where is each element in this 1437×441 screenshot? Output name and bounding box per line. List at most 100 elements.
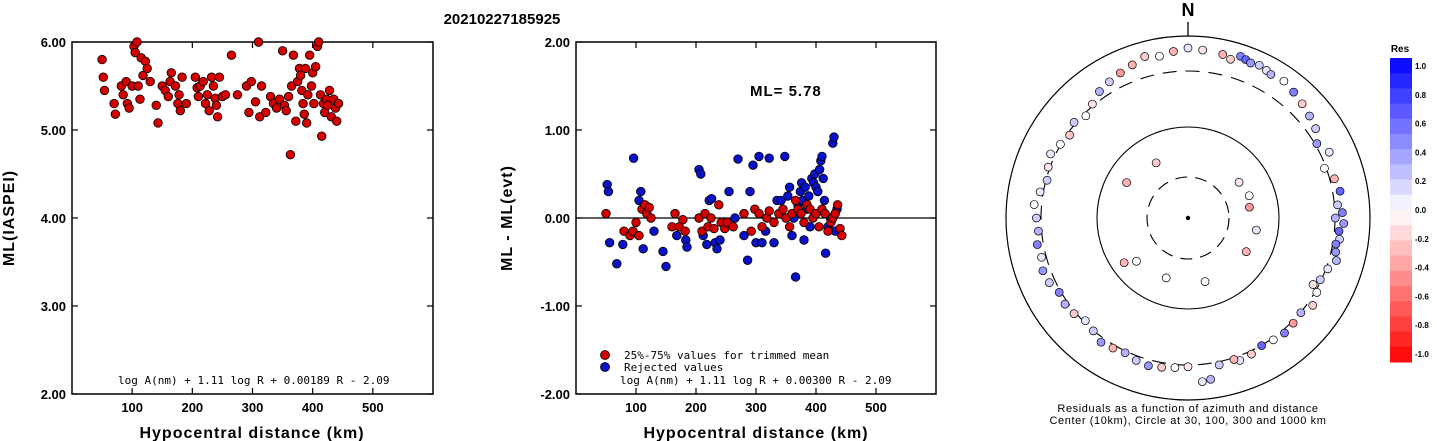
magnitude-point [174,90,184,100]
station-residual-point [1335,186,1345,196]
magnitude-point [283,91,294,102]
station-residual-point [1252,225,1261,235]
rejected-residual-point [757,237,767,248]
ring-1000km [1005,35,1371,401]
colorbar-cell [1390,301,1412,317]
left-x-axis-label: Hypocentral distance (km) [139,425,364,441]
station-residual-point [1198,45,1208,55]
magnitude-point [288,50,299,60]
station-residual-point [1280,328,1289,338]
y-tick-label: 0.00 [545,211,570,226]
magnitude-point [130,47,140,58]
magnitude-point [166,68,176,78]
colorbar-cell [1390,58,1412,74]
magnitude-point [309,98,319,109]
trimmed-residual-point [678,215,688,225]
station-residual-point [1234,177,1244,187]
rejected-residual-point [780,151,790,162]
station-residual-point [1247,349,1256,359]
trimmed-residual-point [714,200,724,210]
trimmed-residual-point [837,230,847,241]
ml-annotation: ML= 5.78 [750,83,822,100]
colorbar-tick-label: -0.8 [1415,321,1429,330]
station-residual-point [1197,377,1207,387]
colorbar-cell [1390,118,1412,135]
y-tick-label: 2.00 [545,35,570,50]
station-residual-point [1312,139,1322,148]
station-residual-point [1161,273,1171,283]
magnitude-point [246,76,256,87]
x-tick-label: 100 [625,400,647,415]
station-residual-point [1337,208,1347,217]
station-residual-point [1144,361,1153,371]
rejected-residual-point [817,151,827,162]
magnitude-point [256,81,267,91]
y-tick-label: 6.00 [41,35,66,50]
station-residual-point [1038,266,1048,276]
colorbar-tick-label: -0.6 [1415,292,1429,301]
station-residual-point [1246,58,1255,68]
station-residual-point [1183,43,1193,53]
trimmed-residual-point [706,213,716,223]
station-residual-point [1065,130,1074,140]
station-residual-point [1132,256,1141,266]
y-tick-label: 4.00 [41,211,66,226]
rejected-residual-point [804,191,814,201]
station-residual-point [1035,187,1045,197]
station-residual-point [1120,348,1130,358]
magnitude-point [98,72,108,82]
x-tick-label: 400 [302,400,324,415]
magnitude-point [301,118,312,128]
station-residual-point [1308,280,1318,289]
station-residual-point [1056,139,1065,149]
figure-title: 20210227185925 [444,11,561,28]
colorbar-tick-label: 0.0 [1415,206,1427,215]
rejected-residual-point [739,230,749,241]
station-residual-point [1069,309,1079,318]
trimmed-residual-point [778,204,788,214]
magnitude-point [291,116,301,126]
magnitude-point [138,70,148,81]
station-residual-point [1332,256,1341,265]
rejected-residual-point [696,169,706,179]
colorbar-cell [1390,134,1412,150]
legend-marker-trimmed [600,350,610,360]
rejected-residual-point [800,182,810,192]
polar-caption-line2: Center (10km), Circle at 30, 100, 300 an… [1049,415,1326,427]
station-residual-point [1339,219,1349,228]
station-residual-point [1330,213,1340,223]
station-residual-point [1331,247,1341,257]
magnitude-point [97,54,107,65]
station-residual-point [1323,264,1333,274]
station-residual-point [1279,76,1289,86]
trimmed-residual-point [790,195,801,206]
station-residual-point [1088,99,1097,109]
magnitude-point [153,118,163,128]
magnitude-point [142,63,152,74]
magnitude-point [124,103,134,113]
magnitude-point [135,94,145,104]
station-residual-point [1257,341,1267,350]
middle-y-ticks: -2.00 -1.00 0.00 1.00 2.00 [540,35,936,402]
magnitude-point [303,90,313,100]
station-residual-point [1115,68,1125,78]
station-residual-point [1268,335,1278,345]
trimmed-residual-point [644,202,654,213]
y-tick-label: -1.00 [540,299,570,314]
epicenter-dot [1185,215,1191,221]
magnitude-point [298,98,308,109]
middle-formula: log A(nm) + 1.11 log R + 0.00300 R - 2.0… [620,374,892,387]
left-points [97,37,344,160]
rejected-residual-point [819,195,830,206]
north-label: N [1182,0,1195,20]
colorbar-cell [1390,316,1412,333]
magnitude-point [310,61,321,72]
trimmed-residual-point [739,208,749,219]
station-residual-point [1122,178,1132,187]
colorbar-cell [1390,88,1412,105]
station-residual-point [1296,308,1306,318]
station-residual-point [1214,360,1224,370]
station-residual-point [1127,60,1137,70]
station-residual-point [1297,99,1307,109]
